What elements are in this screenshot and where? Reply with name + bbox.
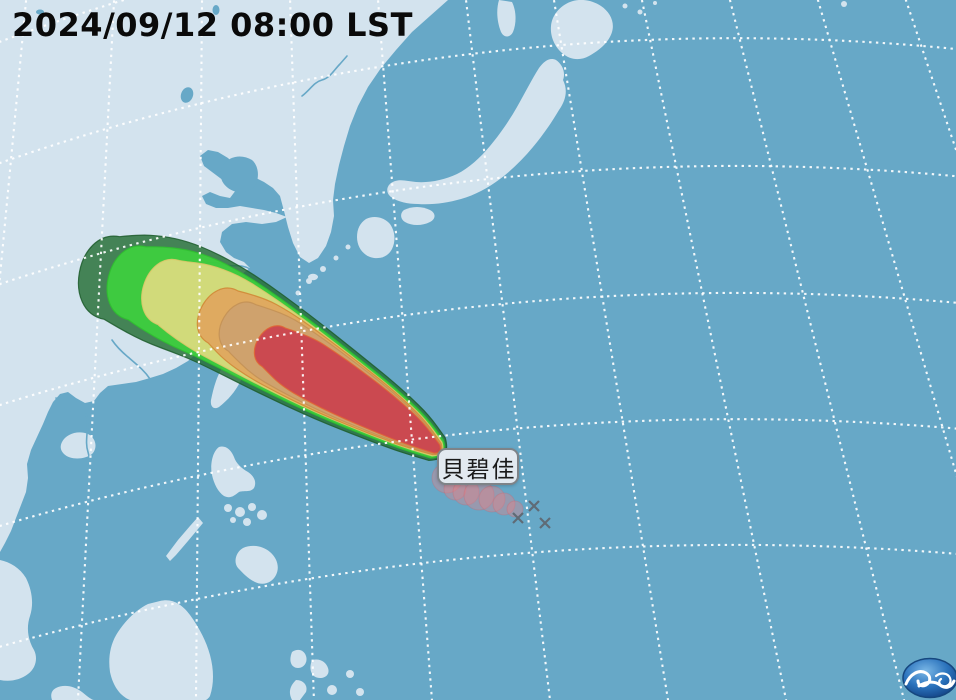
- meridian-line: [289, 0, 315, 700]
- storm-name-label[interactable]: 貝碧佳: [437, 448, 519, 485]
- past-position-x-icon: [512, 512, 524, 524]
- parallel-line: [0, 418, 956, 528]
- parallel-line: [0, 291, 956, 407]
- storm-history-x-marks: [512, 500, 551, 529]
- meridian-line: [464, 0, 552, 700]
- past-position-circle: [492, 492, 516, 516]
- palawan-island: [166, 517, 203, 561]
- indochina-south: [0, 560, 36, 681]
- past-position-circle: [506, 500, 524, 518]
- meridian-line: [76, 0, 116, 700]
- sakhalin-island: [497, 0, 516, 37]
- mindanao-island: [235, 545, 278, 584]
- sulawesi-islands: [289, 649, 364, 700]
- borneo-island: [109, 600, 213, 700]
- timestamp: 2024/09/12 08:00 LST: [12, 6, 413, 44]
- storm-name-text: 貝碧佳: [441, 456, 517, 483]
- meridian-line: [0, 0, 28, 288]
- shikoku-island: [401, 207, 435, 225]
- past-position-circle: [478, 485, 506, 513]
- visayas-islands: [224, 503, 267, 526]
- hokkaido-island: [550, 0, 613, 60]
- past-position-x-icon: [528, 500, 540, 512]
- meridian-line: [552, 0, 670, 700]
- parallel-line: [0, 543, 956, 648]
- cwa-logo-icon: [902, 657, 956, 699]
- kuril-islands: [622, 1, 847, 15]
- meridian-line: [904, 0, 956, 154]
- parallel-line: [0, 0, 128, 43]
- past-position-x-icon: [539, 517, 551, 529]
- kyushu-island: [357, 216, 395, 259]
- meridian-line: [376, 0, 434, 700]
- parallel-line: [0, 164, 956, 286]
- bohai-sea: [220, 156, 258, 193]
- meridian-line: [728, 0, 906, 700]
- malay-tip: [51, 685, 94, 700]
- meridian-line: [194, 0, 204, 700]
- luzon-island: [211, 446, 256, 498]
- typhoon-forecast-cone: [77, 234, 448, 462]
